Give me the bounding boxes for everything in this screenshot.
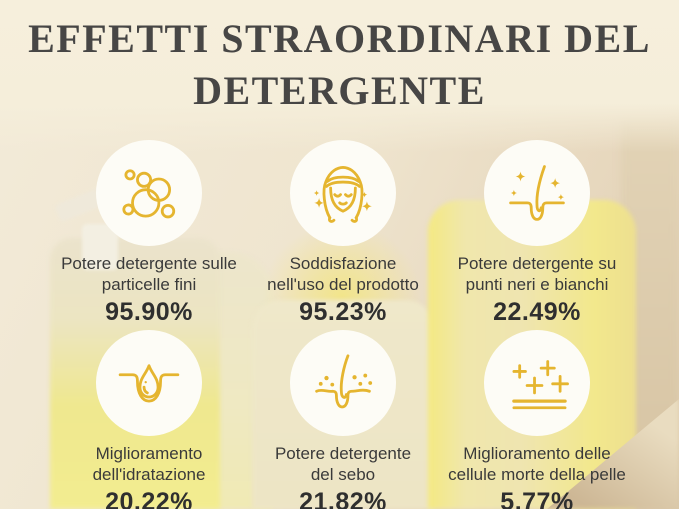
stat-label-line2: nell'uso del prodotto: [267, 274, 419, 294]
stat-label: Potere detergente su punti neri e bianch…: [458, 254, 617, 295]
stat-icon-circle: [290, 330, 396, 436]
stat-icon-circle: [484, 140, 590, 246]
stat-label-line2: punti neri e bianchi: [465, 274, 609, 294]
water-drop-pore-icon: [118, 364, 180, 403]
stat-icon-circle: [96, 140, 202, 246]
stat-label: Potere detergente sulle particelle fini: [61, 254, 237, 295]
stat-label-line1: Miglioramento delle: [463, 444, 611, 463]
stat-label-line2: dell'idratazione: [92, 464, 206, 484]
stat-value: 21.82%: [299, 488, 387, 509]
stat-card-sebo: Potere detergente del sebo 21.82%: [246, 320, 440, 509]
stat-label-line2: del sebo: [310, 464, 376, 484]
stat-label-line1: Miglioramento: [95, 444, 203, 463]
face-sparkle-icon: [313, 166, 372, 223]
stat-card-soddisfazione: Soddisfazione nell'uso del prodotto 95.2…: [246, 130, 440, 326]
stat-icon-circle: [96, 330, 202, 436]
stat-icon-circle: [290, 140, 396, 246]
stat-label: Potere detergente del sebo: [275, 444, 411, 485]
stat-card-particelle-fini: Potere detergente sulle particelle fini …: [52, 130, 246, 326]
stat-label-line1: Potere detergente sulle: [61, 254, 237, 273]
stat-label-line1: Potere detergente: [274, 444, 412, 463]
hair-follicle-sparkle-icon: [509, 165, 565, 221]
stat-label-line2: cellule morte della pelle: [448, 464, 626, 484]
stat-card-idratazione: Miglioramento dell'idratazione 20.22%: [52, 320, 246, 509]
hair-follicle-sebum-icon: [315, 354, 373, 409]
stat-value: 95.23%: [299, 298, 387, 327]
stat-value: 95.90%: [105, 298, 193, 327]
page-title-line1: EFFETTI STRAORDINARI DEL: [28, 16, 651, 61]
skin-sparkle-icon: [512, 360, 569, 410]
stat-label-line2: particelle fini: [101, 274, 197, 294]
stat-icon-circle: [484, 330, 590, 436]
stat-label-line1: Soddisfazione: [289, 254, 397, 273]
stat-card-punti-neri: Potere detergente su punti neri e bianch…: [440, 130, 634, 326]
stat-label: Miglioramento delle cellule morte della …: [448, 444, 626, 485]
page-title: EFFETTI STRAORDINARI DEL DETERGENTE: [0, 13, 679, 117]
stat-card-cellule-morte: Miglioramento delle cellule morte della …: [440, 320, 634, 509]
stat-value: 5.77%: [500, 488, 574, 509]
stat-label-line1: Potere detergente su: [457, 254, 617, 273]
header-band: [0, 0, 679, 152]
stats-grid: Potere detergente sulle particelle fini …: [52, 130, 634, 509]
stat-label: Soddisfazione nell'uso del prodotto: [267, 254, 419, 295]
page-title-line2: DETERGENTE: [193, 68, 486, 113]
header: EFFETTI STRAORDINARI DEL DETERGENTE: [0, 0, 679, 117]
stat-value: 22.49%: [493, 298, 581, 327]
stat-value: 20.22%: [105, 488, 193, 509]
stat-label: Miglioramento dell'idratazione: [93, 444, 206, 485]
bubbles-icon: [122, 169, 176, 219]
